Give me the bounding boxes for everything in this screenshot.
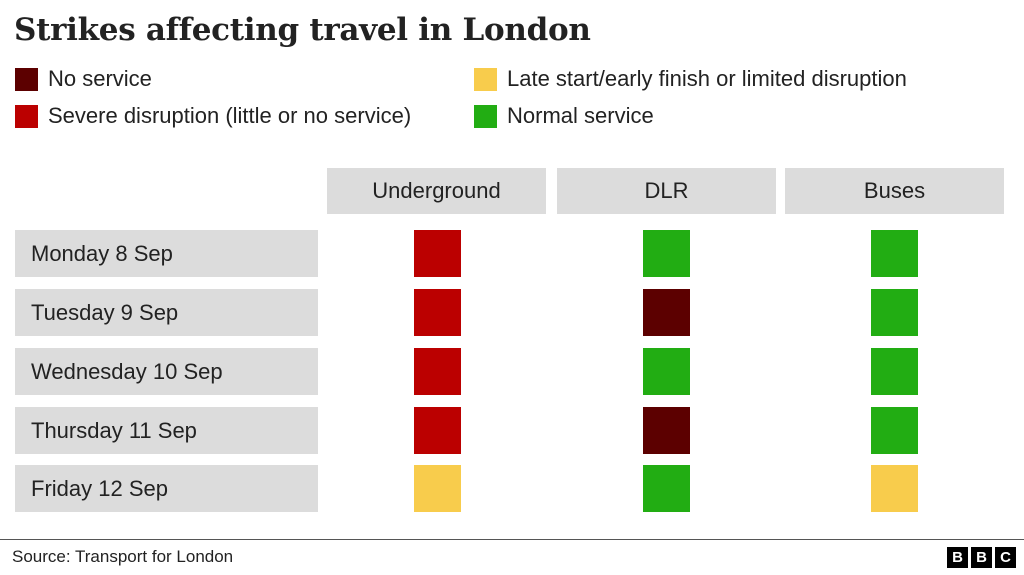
row-label-thursday-11-sep: Thursday 11 Sep: [15, 407, 318, 454]
status-cell-wednesday-10-sep-dlr: [643, 348, 690, 395]
legend-item-normal: Normal service: [474, 103, 654, 129]
status-cell-thursday-11-sep-buses: [871, 407, 918, 454]
column-header-buses: Buses: [785, 168, 1004, 214]
status-cell-tuesday-9-sep-dlr: [643, 289, 690, 336]
status-cell-monday-8-sep-buses: [871, 230, 918, 277]
legend-swatch-no-service: [15, 67, 38, 91]
status-cell-friday-12-sep-underground: [414, 465, 461, 512]
status-cell-tuesday-9-sep-underground: [414, 289, 461, 336]
bbc-logo-letter-1: B: [947, 547, 968, 568]
status-cell-wednesday-10-sep-buses: [871, 348, 918, 395]
column-header-dlr: DLR: [557, 168, 776, 214]
row-label-friday-12-sep: Friday 12 Sep: [15, 465, 318, 512]
legend-swatch-severe: [15, 104, 38, 128]
bbc-logo: B B C: [947, 547, 1016, 568]
legend-swatch-limited: [474, 67, 497, 91]
legend-item-no-service: No service: [15, 66, 152, 92]
legend-label-normal: Normal service: [507, 103, 654, 128]
status-cell-monday-8-sep-underground: [414, 230, 461, 277]
legend-item-severe: Severe disruption (little or no service): [15, 103, 411, 129]
column-header-underground: Underground: [327, 168, 546, 214]
status-cell-friday-12-sep-dlr: [643, 465, 690, 512]
source-note: Source: Transport for London: [12, 547, 234, 566]
legend-item-limited: Late start/early finish or limited disru…: [474, 66, 907, 92]
status-cell-monday-8-sep-dlr: [643, 230, 690, 277]
row-label-tuesday-9-sep: Tuesday 9 Sep: [15, 289, 318, 336]
row-label-wednesday-10-sep: Wednesday 10 Sep: [15, 348, 318, 395]
bbc-logo-letter-2: B: [971, 547, 992, 568]
footer-divider: [0, 539, 1024, 540]
status-cell-friday-12-sep-buses: [871, 465, 918, 512]
status-cell-thursday-11-sep-dlr: [643, 407, 690, 454]
bbc-logo-letter-3: C: [995, 547, 1016, 568]
legend-label-no-service: No service: [48, 66, 152, 91]
status-cell-wednesday-10-sep-underground: [414, 348, 461, 395]
chart-title: Strikes affecting travel in London: [14, 12, 591, 48]
legend-label-limited: Late start/early finish or limited disru…: [507, 66, 907, 91]
legend-label-severe: Severe disruption (little or no service): [48, 103, 412, 128]
status-cell-tuesday-9-sep-buses: [871, 289, 918, 336]
status-cell-thursday-11-sep-underground: [414, 407, 461, 454]
legend-swatch-normal: [474, 104, 497, 128]
row-label-monday-8-sep: Monday 8 Sep: [15, 230, 318, 277]
